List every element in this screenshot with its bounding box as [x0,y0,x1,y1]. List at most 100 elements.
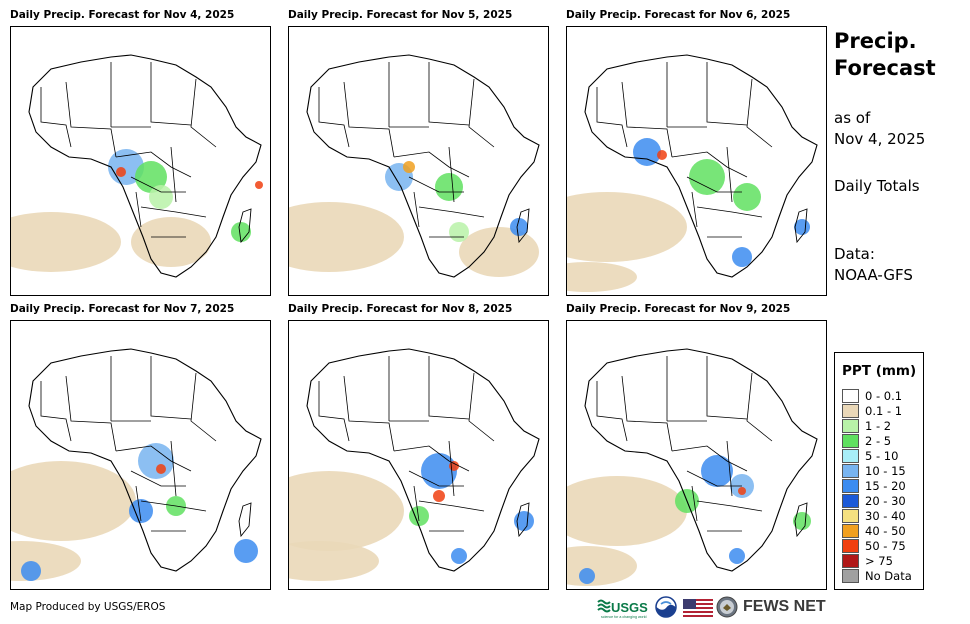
country-border [413,191,420,228]
legend-swatch [842,434,859,448]
precip-area [231,222,251,242]
precip-area [514,511,534,531]
data-source-label: Data: [834,245,875,263]
country-border [40,381,72,442]
legend-label: 20 - 30 [865,494,906,508]
legend-label: 0.1 - 1 [865,404,903,418]
precip-area [579,568,595,584]
legend-item: 2 - 5 [842,434,891,449]
dry-area [289,471,404,551]
country-border [696,500,763,512]
precip-area [729,548,745,564]
madagascar-outline [794,208,808,244]
dry-area [11,212,121,272]
legend-label: No Data [865,569,912,583]
as-of-date: Nov 4, 2025 [834,130,926,148]
country-border [428,62,470,126]
precip-area [135,161,167,193]
precip-area [149,185,173,209]
country-border [413,485,420,522]
precip-area [116,167,126,177]
panel-title: Daily Precip. Forecast for Nov 4, 2025 [10,9,235,21]
side-title-line2: Forecast [834,56,936,80]
legend-item: 50 - 75 [842,539,906,554]
coastline [584,54,818,278]
legend-item: 0 - 0.1 [842,389,902,404]
madagascar-outline [238,208,252,244]
legend-swatch [842,449,859,463]
madagascar-outline [516,208,530,244]
precip-area [732,247,752,267]
legend-swatch [842,494,859,508]
country-border [343,375,395,452]
precip-map [288,26,549,296]
legend-label: 5 - 10 [865,449,899,463]
precip-map [566,320,827,590]
precip-map [10,320,271,590]
panel-title: Daily Precip. Forecast for Nov 7, 2025 [10,303,235,315]
legend-swatch [842,524,859,538]
country-border [65,81,117,158]
dry-area [567,192,687,262]
country-border [428,356,470,420]
country-border [408,176,464,193]
legend-label: 30 - 40 [865,509,906,523]
precip-area [449,461,459,471]
country-border [726,146,733,203]
panel-title: Daily Precip. Forecast for Nov 8, 2025 [288,303,513,315]
country-border [448,440,455,497]
country-border [140,500,207,512]
precip-area [733,183,761,211]
precip-area [510,218,528,236]
coastline [306,54,540,278]
legend-item: > 75 [842,554,893,569]
country-border [65,375,117,452]
country-border [170,146,177,203]
country-border [135,191,142,228]
country-border [130,176,186,193]
precip-area [234,539,258,563]
legend-item: 1 - 2 [842,419,891,434]
legend-item: 40 - 50 [842,524,906,539]
country-border [408,470,464,487]
legend-swatch [842,569,859,583]
country-border [726,440,733,497]
country-border [596,381,628,442]
panel-title: Daily Precip. Forecast for Nov 6, 2025 [566,9,791,21]
legend-label: 1 - 2 [865,419,892,433]
dry-area [11,461,136,541]
legend-item: 30 - 40 [842,509,906,524]
country-border [696,206,763,218]
country-border [150,62,192,126]
country-border [706,356,748,420]
coastline [306,348,540,572]
country-border [343,81,395,158]
country-border [621,81,673,158]
country-border [691,191,698,228]
precip-area [701,455,733,487]
map-credit: Map Produced by USGS/EROS [10,601,166,613]
noaa-logo [655,596,677,622]
state-dept-seal-icon [716,596,738,622]
usgs-logo: USGS science for a changing world [597,596,651,624]
dry-area [289,202,404,272]
precip-area [138,443,174,479]
country-border [115,445,192,472]
precip-area [255,181,263,189]
dry-area [459,227,539,277]
legend-swatch [842,464,859,478]
country-border [318,381,350,442]
dry-area [567,546,637,586]
legend-item: 15 - 20 [842,479,906,494]
country-border [135,485,142,522]
country-border [140,206,207,218]
country-border [318,87,350,148]
coastline [584,348,818,572]
coastline [28,54,262,278]
legend-item: 20 - 30 [842,494,906,509]
precip-map [288,320,549,590]
precip-area [657,150,667,160]
precip-map [566,26,827,296]
precip-area [449,222,469,242]
